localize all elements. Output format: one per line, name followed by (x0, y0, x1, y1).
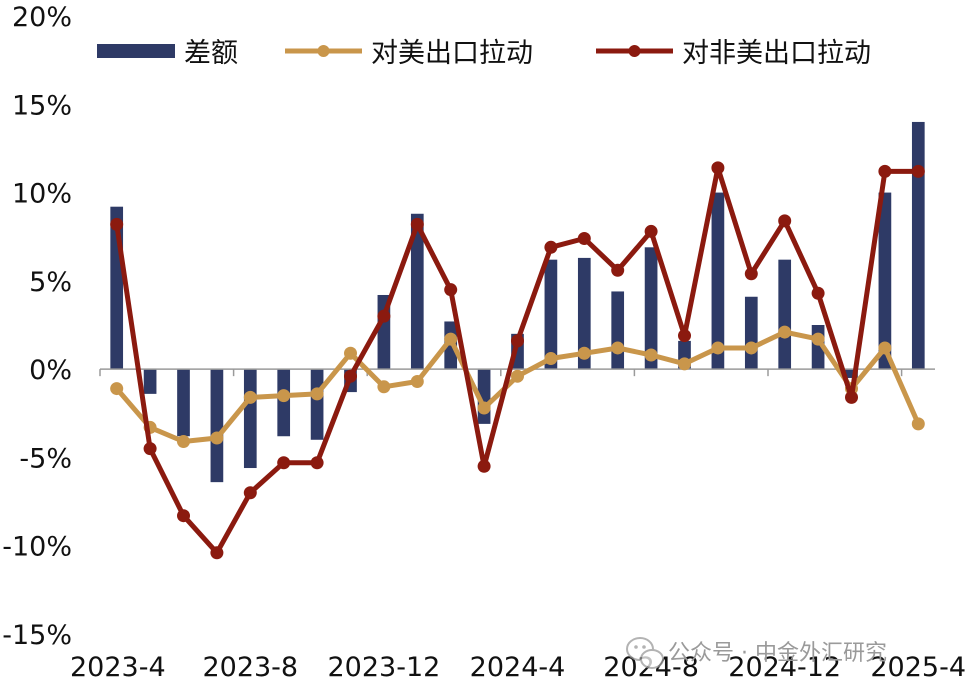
data-point (210, 546, 224, 560)
data-point (377, 380, 391, 394)
bar (911, 121, 925, 370)
y-tick-label: -5% (19, 443, 72, 474)
data-point (845, 390, 858, 404)
data-point (544, 240, 558, 254)
data-point (243, 390, 257, 404)
data-point (444, 283, 458, 297)
data-point (744, 267, 758, 281)
legend-label-us: 对美出口拉动 (371, 38, 533, 69)
x-tick-label: 2023-12 (327, 652, 440, 683)
data-point (611, 263, 625, 277)
data-point (477, 459, 491, 473)
bar (711, 192, 725, 370)
bar (210, 369, 224, 483)
legend-swatch-nonus-marker (628, 45, 641, 57)
data-point (477, 401, 491, 415)
data-point (811, 286, 825, 300)
y-tick-label: -10% (2, 532, 72, 563)
bars-layer (110, 121, 925, 483)
data-point (344, 346, 357, 360)
data-point (878, 341, 892, 355)
data-point (611, 341, 625, 355)
lines-layer (110, 161, 925, 560)
y-tick-label: 20% (12, 2, 72, 33)
data-point (577, 346, 591, 360)
data-point (911, 164, 925, 178)
bar (410, 213, 424, 370)
data-point (644, 224, 658, 238)
data-point (577, 231, 591, 245)
watermark-text: 公众号 · 中金外汇研究 (668, 641, 887, 666)
data-point (678, 329, 691, 343)
data-point (511, 369, 524, 383)
x-tick-label: 2025-4 (870, 652, 966, 683)
bar (845, 369, 858, 378)
legend-swatch-us-marker (317, 45, 330, 57)
data-point (811, 332, 825, 346)
data-point (778, 214, 792, 228)
y-tick-label: 5% (29, 267, 72, 298)
data-point (711, 161, 725, 175)
legend-label-nonus: 对非美出口拉动 (682, 38, 871, 69)
data-point (243, 486, 257, 500)
bar (544, 259, 558, 370)
data-point (410, 217, 424, 231)
bar (611, 291, 625, 370)
y-tick-label: 10% (12, 179, 72, 210)
data-point (711, 341, 725, 355)
legend-swatch-bar (97, 44, 175, 58)
data-point (644, 348, 658, 362)
data-point (310, 456, 324, 470)
bar (177, 369, 190, 437)
data-point (678, 357, 691, 371)
bar (644, 247, 658, 370)
bar (310, 369, 324, 440)
data-point (277, 389, 291, 403)
watermark: 公众号 · 中金外汇研究 (626, 637, 887, 669)
data-point (210, 431, 224, 445)
y-tick-label: -15% (2, 620, 72, 651)
wechat-icon (626, 637, 664, 669)
bar (243, 369, 257, 469)
data-point (177, 435, 190, 449)
bar (744, 296, 758, 370)
bar (878, 192, 892, 370)
bar (277, 369, 291, 437)
bar (778, 259, 792, 370)
bar (577, 257, 591, 370)
x-tick-labels: 2023-42023-82023-122024-42024-82024-1220… (70, 652, 966, 683)
x-tick-label: 2023-4 (70, 652, 166, 683)
x-tick-label: 2024-12 (728, 652, 841, 683)
data-point (511, 334, 524, 348)
data-point (277, 456, 291, 470)
x-tick-label: 2023-8 (202, 652, 298, 683)
x-tick-label: 2024-4 (470, 652, 566, 683)
data-point (143, 442, 157, 456)
data-point (110, 217, 124, 231)
data-point (110, 382, 124, 396)
y-tick-label: 0% (29, 355, 72, 386)
data-point (911, 417, 925, 431)
data-point (410, 375, 424, 389)
data-point (344, 369, 357, 383)
data-point (744, 341, 758, 355)
legend: 差额 对美出口拉动 对非美出口拉动 (97, 38, 871, 69)
data-point (177, 509, 190, 523)
data-point (310, 387, 324, 401)
bar (143, 369, 157, 394)
data-point (544, 352, 558, 366)
legend-label-bar: 差额 (184, 38, 238, 69)
data-point (778, 325, 792, 339)
y-tick-labels: 20% 15% 10% 5% 0% -5% -10% -15% (2, 2, 72, 651)
data-point (444, 332, 458, 346)
y-tick-label: 15% (12, 90, 72, 121)
data-point (878, 164, 892, 178)
data-point (377, 309, 391, 323)
